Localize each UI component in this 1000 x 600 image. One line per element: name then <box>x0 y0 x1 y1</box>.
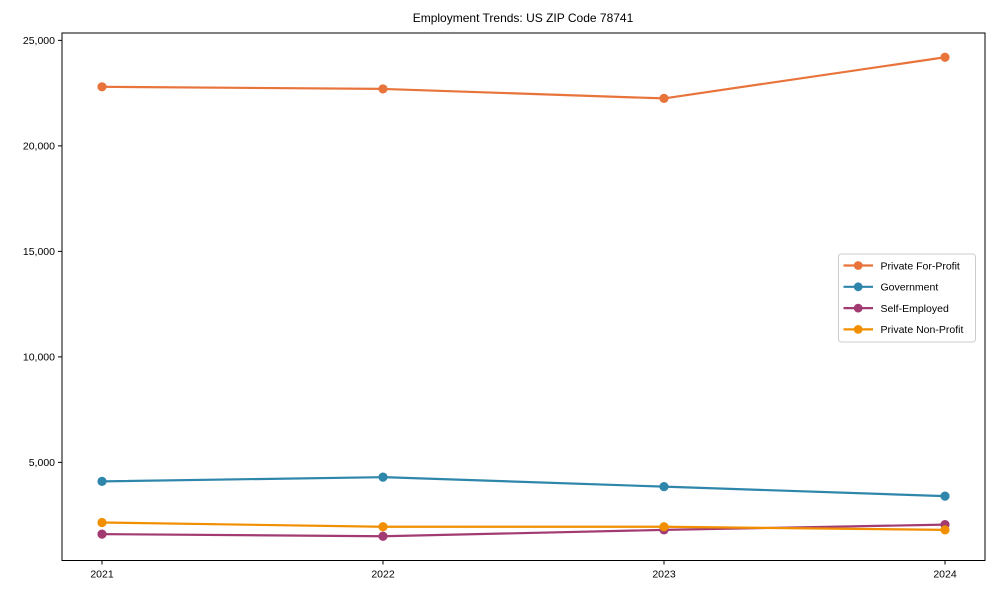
legend-label: Government <box>881 282 939 294</box>
data-point <box>378 522 388 532</box>
legend-label: Private For-Profit <box>881 260 960 272</box>
series-line <box>100 476 947 498</box>
legend-label: Private Non-Profit <box>881 324 964 336</box>
y-tick-label: 10,000 <box>23 352 55 364</box>
y-axis: 5,000 10,000 15,000 20,000 25,000 <box>23 35 62 469</box>
y-tick-label: 15,000 <box>23 246 55 258</box>
data-point <box>940 52 950 62</box>
chart-title: Employment Trends: US ZIP Code 78741 <box>413 11 634 25</box>
x-tick-label: 2024 <box>933 569 957 581</box>
data-point <box>378 84 388 94</box>
x-tick-label: 2021 <box>90 569 114 581</box>
x-axis: 2021 2022 2023 2024 <box>90 560 957 581</box>
y-tick-label: 20,000 <box>23 141 55 153</box>
data-point <box>659 482 669 492</box>
legend: Private For-Profit Government Self-Employe… <box>838 253 976 343</box>
data-point <box>940 525 950 535</box>
series-line <box>100 56 947 100</box>
legend-box <box>838 253 976 343</box>
series-private-for-profit <box>97 52 950 104</box>
legend-item-private-for-profit: Private For-Profit <box>843 260 960 272</box>
data-point <box>97 517 107 528</box>
plot-area <box>61 32 986 561</box>
x-tick-label: 2023 <box>652 569 676 581</box>
legend-swatch-marker <box>853 261 863 270</box>
series-line <box>100 521 947 532</box>
legend-swatch-marker <box>853 282 863 292</box>
data-point <box>659 522 669 532</box>
data-point <box>97 82 107 92</box>
y-tick-label: 25,000 <box>23 35 55 47</box>
y-tick-label: 5,000 <box>29 457 55 469</box>
data-point <box>378 531 388 541</box>
legend-swatch-marker <box>853 303 863 313</box>
legend-label: Self-Employed <box>881 303 949 315</box>
series-private-non-profit <box>97 517 950 535</box>
legend-item-private-non-profit: Private Non-Profit <box>843 324 964 336</box>
legend-item-self-employed: Self-Employed <box>843 303 949 315</box>
legend-item-government: Government <box>843 282 939 294</box>
data-point <box>97 529 107 539</box>
data-point <box>659 93 669 104</box>
x-tick-label: 2022 <box>371 569 395 581</box>
data-point <box>940 491 950 501</box>
data-point <box>97 476 107 486</box>
series-government <box>97 472 950 501</box>
legend-swatch-marker <box>853 325 863 334</box>
data-point <box>378 472 388 482</box>
